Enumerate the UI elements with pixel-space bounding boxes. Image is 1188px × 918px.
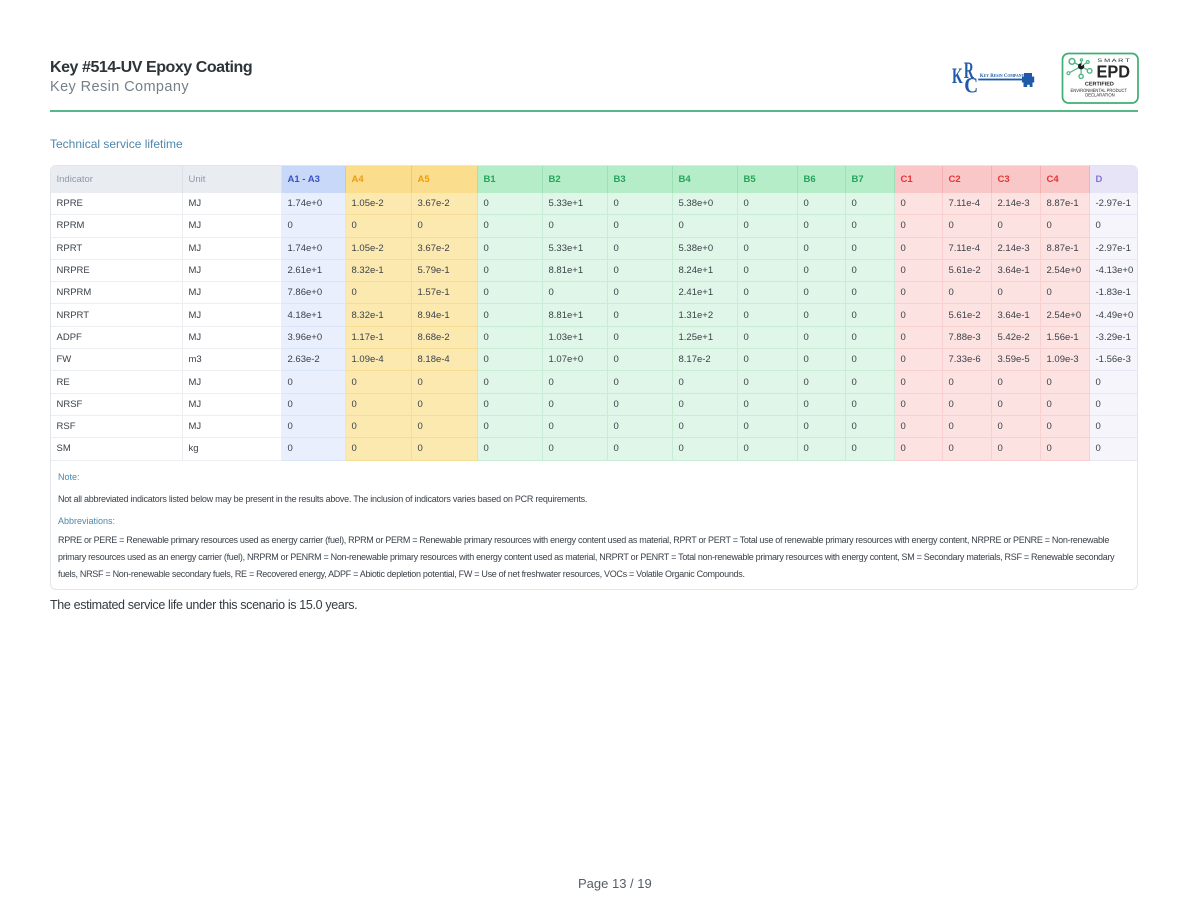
svg-text:C: C	[964, 72, 978, 98]
svg-text:DECLARATION: DECLARATION	[1085, 93, 1115, 98]
svg-text:KEY RESIN COMPANY: KEY RESIN COMPANY	[980, 74, 1025, 79]
svg-text:K: K	[952, 64, 963, 88]
svg-text:R: R	[964, 58, 974, 83]
svg-text:S M A R T: S M A R T	[1097, 58, 1129, 64]
svg-text:CERTIFIED: CERTIFIED	[1085, 81, 1114, 87]
svg-text:EPD: EPD	[1097, 61, 1131, 81]
svg-text:ENVIRONMENTAL PRODUCT: ENVIRONMENTAL PRODUCT	[1071, 88, 1128, 93]
